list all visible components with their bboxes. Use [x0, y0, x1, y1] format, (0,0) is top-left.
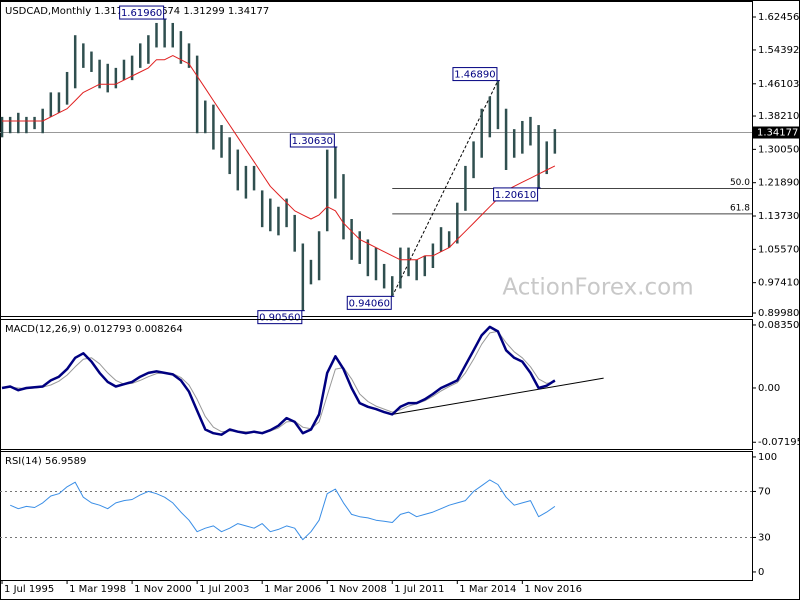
y-tick-label: 100 — [758, 452, 777, 463]
y-tick-label: 1.46103 — [758, 79, 799, 90]
indicator-line — [1, 325, 556, 436]
y-tick-label: 0.083505 — [758, 320, 800, 331]
annotation-label: 0.90560 — [259, 313, 300, 324]
moving-average — [2, 55, 556, 261]
annotation-box — [289, 133, 335, 148]
annotation-box — [493, 187, 539, 202]
y-tick-label: 0.97410 — [758, 278, 799, 289]
y-tick-label: 1.30050 — [758, 144, 799, 155]
y-tick-label: -0.07195 — [758, 437, 800, 448]
y-tick-label: 0.00 — [758, 383, 780, 394]
y-tick-label: 1.21890 — [758, 178, 799, 189]
y-tick-label: 0 — [758, 567, 764, 578]
annotation-label: 1.20610 — [495, 190, 536, 201]
annotation-box — [257, 310, 303, 325]
x-tick-label: 1 Nov 2000 — [134, 584, 192, 595]
panel-frame — [0, 319, 753, 450]
panel-frame — [0, 451, 753, 581]
x-tick-label: 1 Nov 2008 — [329, 584, 387, 595]
indicator-line — [10, 479, 556, 541]
y-tick-label: 0.89980 — [758, 308, 799, 319]
x-tick-label: 1 Jul 2011 — [394, 584, 444, 595]
y-tick-label: 30 — [758, 532, 771, 543]
last-price-box — [753, 126, 799, 139]
trend-line — [392, 377, 604, 415]
y-tick-label: 1.62456 — [758, 12, 799, 23]
y-tick-label: 1.54392 — [758, 45, 799, 56]
x-tick-label: 1 Mar 1998 — [69, 584, 126, 595]
annotation-box — [452, 67, 498, 82]
annotation-label: 1.30630 — [292, 136, 333, 147]
x-tick-label: 1 Mar 2006 — [264, 584, 321, 595]
fib-label: 50.0 — [730, 178, 750, 188]
watermark: ActionForex.com — [502, 275, 693, 301]
annotation-label: 0.94060 — [349, 298, 390, 309]
panel-title: RSI(14) 56.9589 — [5, 456, 86, 467]
panel-title: MACD(12,26,9) 0.012793 0.008264 — [5, 324, 183, 335]
annotation-box — [346, 295, 392, 310]
indicator-line — [1, 330, 555, 433]
panel-frame — [0, 1, 753, 317]
fib-label: 61.8 — [730, 203, 750, 213]
y-tick-label: 70 — [758, 486, 771, 497]
annotation-label: 1.61960 — [121, 8, 162, 19]
x-tick-label: 1 Jul 2003 — [199, 584, 249, 595]
y-tick-label: 1.13730 — [758, 211, 799, 222]
x-tick-label: 1 Nov 2016 — [524, 584, 582, 595]
annotation-box — [119, 5, 165, 20]
annotation-label: 1.46890 — [454, 70, 495, 81]
trend-line — [391, 80, 499, 297]
y-tick-label: 1.38210 — [758, 111, 799, 122]
x-tick-label: 1 Mar 2014 — [459, 584, 516, 595]
last-price-label: 1.34177 — [757, 128, 798, 139]
x-tick-label: 1 Jul 1995 — [4, 584, 54, 595]
y-tick-label: 1.05570 — [758, 244, 799, 255]
